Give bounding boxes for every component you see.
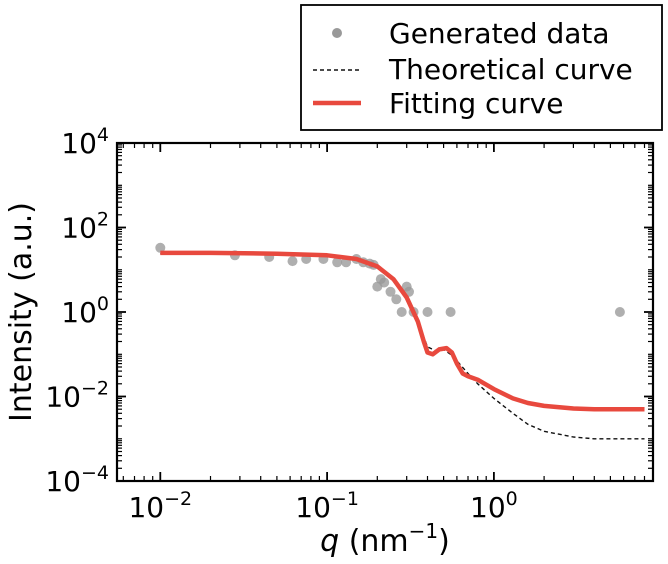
- legend-box: [300, 4, 663, 131]
- x-axis-ticks: 10−2 10−1 100: [128, 488, 517, 524]
- y-tick-label-exponent: −4: [81, 462, 109, 484]
- x-axis-title-unit: (nm: [339, 524, 408, 559]
- x-tick-label-exponent: −1: [331, 488, 359, 510]
- x-axis-title-unit-exponent: −1: [409, 519, 438, 543]
- y-tick-label-2: 10−2: [45, 378, 109, 414]
- tick-marks: [117, 142, 654, 482]
- data-point-17: [391, 294, 402, 305]
- x-tick-label-base: 10: [470, 491, 506, 524]
- y-tick-label-base: 10: [61, 212, 97, 245]
- y-axis-title: Intensity (a.u.): [4, 202, 39, 422]
- y-tick-label-1: 10−4: [45, 462, 109, 498]
- data-point-7: [332, 257, 343, 268]
- data-point-16: [385, 286, 396, 297]
- y-tick-label-base: 10: [45, 381, 81, 414]
- x-tick-label-base: 10: [128, 491, 164, 524]
- y-tick-label-base: 10: [61, 296, 97, 329]
- data-point-1: [155, 242, 166, 253]
- legend: Generated data Theoretical curve Fitting…: [300, 4, 663, 131]
- x-axis-title-unit-close: ): [438, 524, 450, 559]
- legend-label-theoretical-curve: Theoretical curve: [388, 53, 633, 86]
- y-tick-label-5: 104: [61, 124, 109, 160]
- plot-frame: [115, 141, 655, 483]
- data-point-18: [396, 307, 407, 317]
- y-tick-label-4: 102: [61, 209, 109, 245]
- x-tick-label-3: 100: [470, 488, 518, 524]
- legend-label-generated-data: Generated data: [389, 17, 610, 50]
- data-point-22: [422, 307, 433, 317]
- x-tick-label-exponent: −2: [164, 488, 192, 510]
- y-tick-label-base: 10: [45, 465, 81, 498]
- y-tick-label-3: 100: [61, 293, 109, 329]
- legend-label-fitting-curve: Fitting curve: [389, 87, 563, 120]
- x-tick-label-1: 10−2: [128, 488, 192, 524]
- data-point-23: [445, 307, 456, 317]
- data-point-15: [379, 277, 390, 288]
- y-tick-label-exponent: 4: [97, 124, 109, 146]
- data-point-24: [614, 307, 625, 317]
- y-tick-label-exponent: −2: [81, 378, 109, 400]
- x-axis-title-symbol: q: [320, 524, 339, 559]
- x-tick-label-exponent: 0: [506, 488, 518, 510]
- plot-area: [115, 141, 655, 483]
- legend-marker-generated-data: [332, 28, 342, 38]
- y-tick-label-base: 10: [61, 127, 97, 160]
- y-tick-label-exponent: 0: [97, 293, 109, 315]
- x-axis-title: q (nm−1): [320, 519, 450, 559]
- x-tick-label-base: 10: [295, 491, 331, 524]
- theoretical-curve-line: [160, 253, 645, 440]
- y-tick-label-exponent: 2: [97, 209, 109, 231]
- x-tick-label-2: 10−1: [295, 488, 359, 524]
- fitting-curve-line: [160, 250, 645, 412]
- data-point-4: [287, 256, 298, 267]
